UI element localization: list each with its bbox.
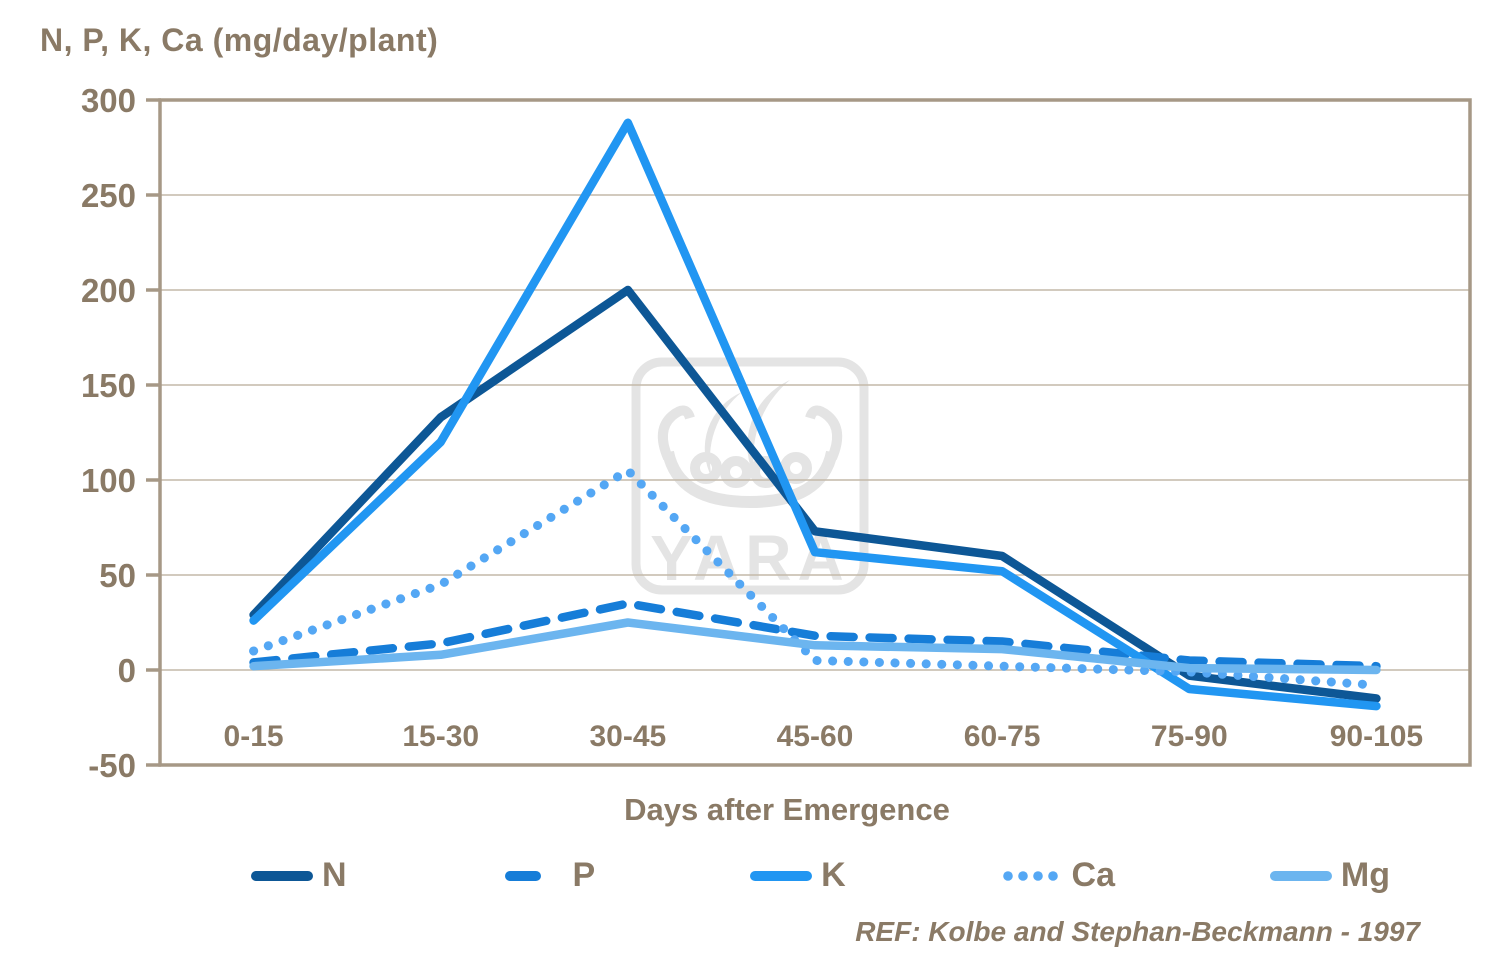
legend-label-K: K [821,856,846,894]
x-category-label: 90-105 [1330,720,1423,753]
x-category-labels: 0-15 15-30 30-45 45-60 60-75 75-90 90-105 [224,720,1424,753]
legend-label-P: P [572,856,596,894]
y-tick-label: 100 [81,462,136,499]
legend-item-Ca: Ca [1000,856,1115,895]
legend-label-N: N [322,856,347,894]
y-axis-labels: -50 0 50 100 150 200 250 300 [81,82,136,784]
y-tick-label: 0 [118,652,136,689]
y-tick-label: 50 [99,557,136,594]
series-line-Mg [249,618,1381,675]
plot-border [158,98,1472,767]
legend-marker-Mg-icon [1269,870,1332,881]
x-category-label: 45-60 [777,720,854,753]
data-series [249,118,1381,711]
watermark-frame [631,357,869,595]
x-category-label: 75-90 [1151,720,1228,753]
x-category-label: 15-30 [402,720,479,753]
x-category-label: 60-75 [964,720,1041,753]
y-tick-label: 300 [81,82,136,119]
y-tick-label: -50 [88,747,136,784]
chart-title: N, P, K, Ca (mg/day/plant) [40,22,439,58]
reference-text: REF: Kolbe and Stephan-Beckmann - 1997 [855,916,1420,947]
y-tick-label: 200 [81,272,136,309]
legend-item-P: P [500,856,595,895]
legend-item-Mg: Mg [1269,856,1390,895]
gridlines [160,194,1470,671]
legend-marker-N-icon [251,870,313,881]
series-line-K [249,118,1381,711]
legend: N P K Ca Mg [250,856,1390,895]
legend-label-Mg: Mg [1340,856,1390,894]
legend-item-N: N [250,856,347,895]
legend-marker-K-icon [750,870,813,881]
y-tick-label: 150 [81,367,136,404]
series-line-P [249,599,1381,671]
legend-marker-Ca-icon [1002,870,1058,881]
y-tick-label: 250 [81,177,136,214]
x-category-label: 30-45 [589,720,666,753]
legend-marker-P-icon [505,870,542,881]
x-axis-title: Days after Emergence [624,792,950,827]
x-category-label: 0-15 [224,720,284,753]
legend-item-K: K [749,856,846,895]
legend-label-Ca: Ca [1071,856,1115,894]
